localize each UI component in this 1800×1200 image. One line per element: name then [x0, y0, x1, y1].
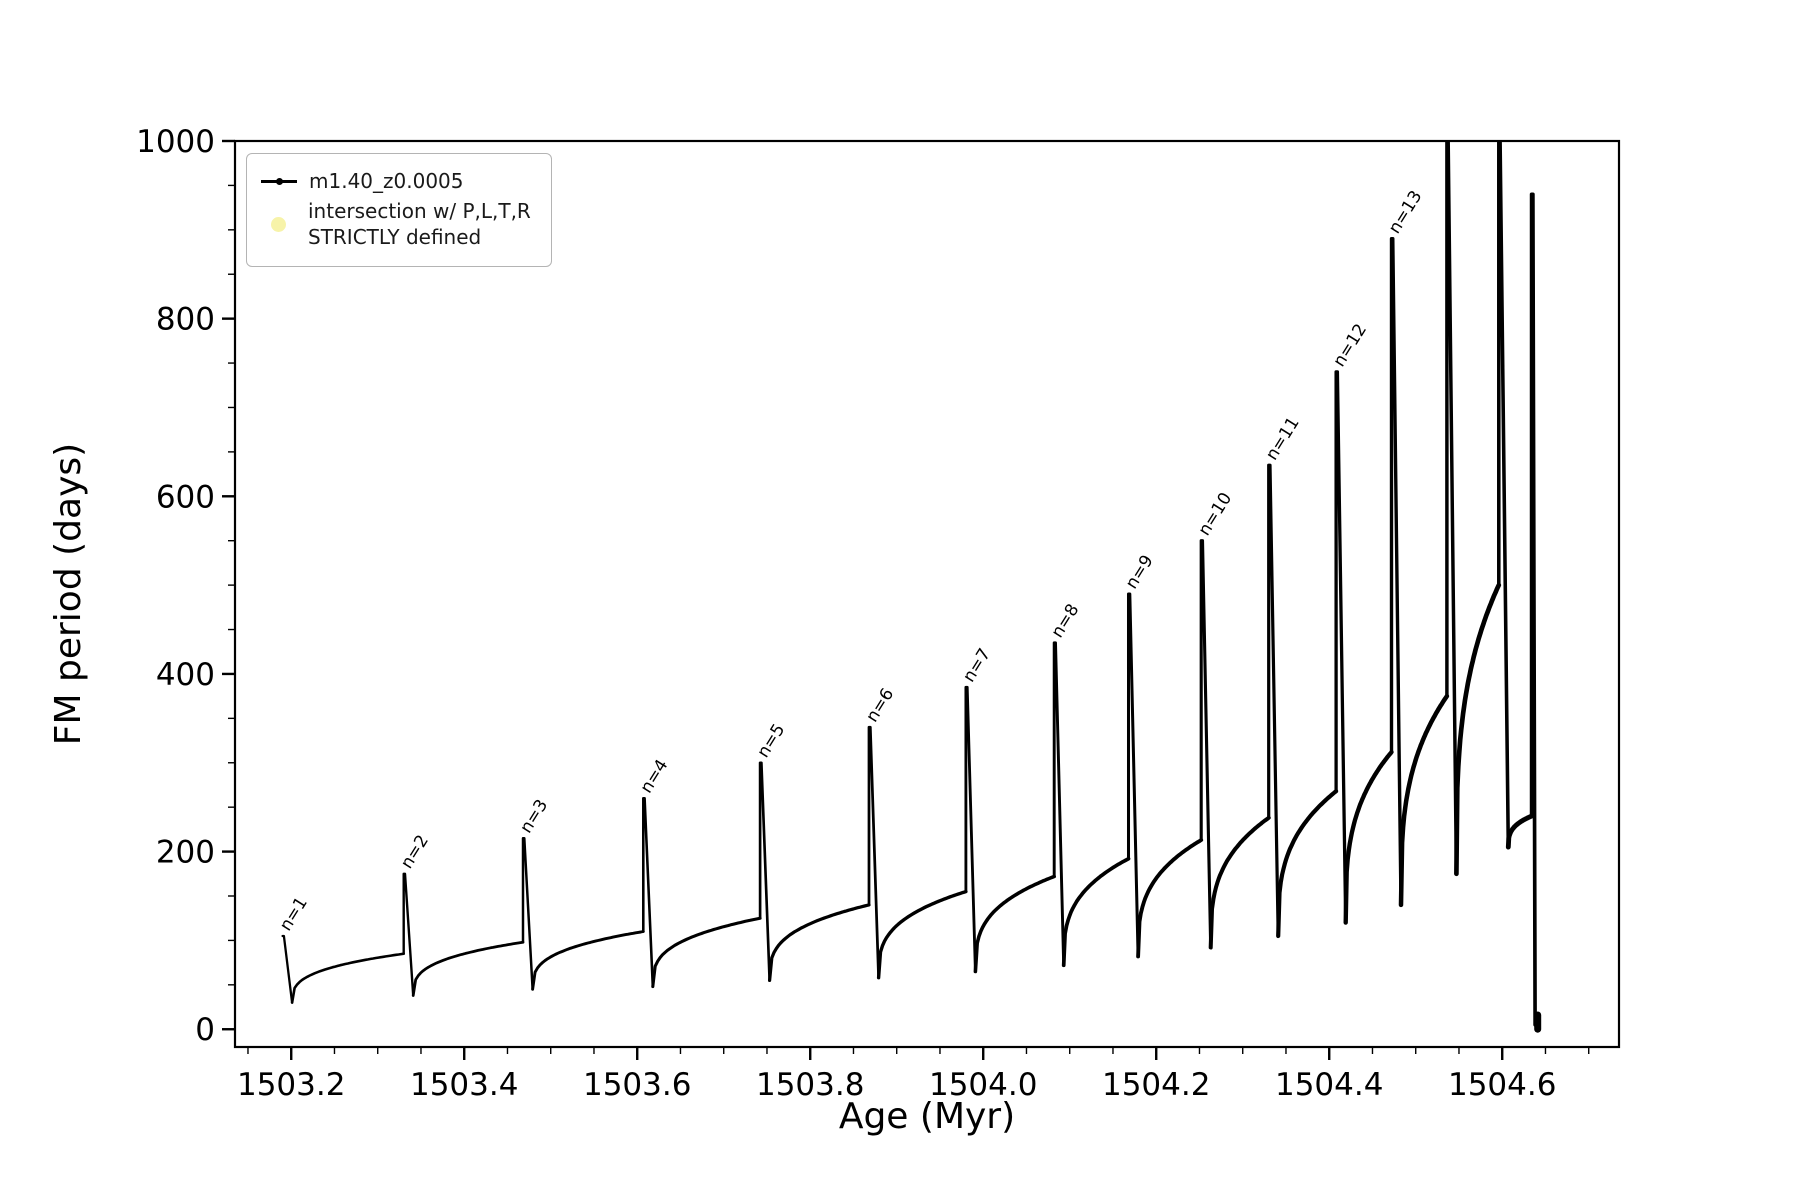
plot-frame — [233, 139, 1621, 1049]
series-dot-icon — [276, 177, 283, 185]
spike-label: n=10 — [1194, 489, 1236, 539]
y-axis-label: FM period (days) — [48, 443, 89, 745]
spike-label: n=3 — [516, 796, 552, 837]
spike-label: n=5 — [753, 720, 789, 761]
y-tick-label: 0 — [195, 1012, 215, 1048]
intersection-dot-icon — [271, 216, 286, 232]
legend-label-series: m1.40_z0.0005 — [309, 169, 464, 193]
spike-label: n=12 — [1329, 320, 1371, 370]
spike-label: n=2 — [397, 831, 433, 872]
x-tick-label: 1503.8 — [756, 1067, 864, 1103]
spike-label: n=6 — [862, 685, 898, 726]
legend-label-intersection-line2: STRICTLY defined — [308, 225, 482, 249]
legend-entry-intersection: intersection w/ P,L,T,R STRICTLY defined — [261, 198, 531, 250]
spike-label: n=1 — [276, 894, 312, 935]
series-curve — [281, 140, 1542, 1033]
spike-label: n=4 — [637, 756, 673, 797]
x-tick-label: 1504.6 — [1448, 1067, 1556, 1103]
spike-label: n=7 — [959, 645, 995, 686]
spike-label: n=9 — [1122, 552, 1158, 593]
x-tick-label: 1504.2 — [1102, 1067, 1210, 1103]
legend-label-intersection-line1: intersection w/ P,L,T,R — [308, 199, 531, 223]
legend-entry-series: m1.40_z0.0005 — [261, 168, 531, 194]
x-tick-label: 1503.4 — [410, 1067, 518, 1103]
y-tick-label: 200 — [156, 835, 215, 871]
y-tick-label: 600 — [156, 479, 215, 515]
spike-label: n=13 — [1385, 187, 1427, 237]
axis-ticks: 1503.2 1503.4 1503.6 1503.8 1504.0 1504.2 1504… — [136, 124, 1590, 1103]
x-tick-label: 1503.6 — [583, 1067, 691, 1103]
legend: m1.40_z0.0005 intersection w/ P,L,T,R ST… — [246, 153, 552, 267]
x-tick-label: 1504.4 — [1275, 1067, 1383, 1103]
spike-label: n=8 — [1047, 601, 1083, 642]
spike-label: n=11 — [1262, 414, 1304, 464]
x-axis-label: Age (Myr) — [839, 1096, 1015, 1137]
x-tick-label: 1503.2 — [237, 1067, 345, 1103]
series-line-marker — [261, 177, 297, 185]
y-tick-label: 400 — [156, 657, 215, 693]
spike-labels: n=1 n=2 n=3 n=4 n=5 n=6 n=7 n=8 n=9 n=10 n=11 n=12 n… — [276, 187, 1427, 934]
y-tick-label: 800 — [156, 302, 215, 338]
y-tick-label: 1000 — [136, 124, 215, 160]
x-tick-label: 1504.0 — [929, 1067, 1037, 1103]
